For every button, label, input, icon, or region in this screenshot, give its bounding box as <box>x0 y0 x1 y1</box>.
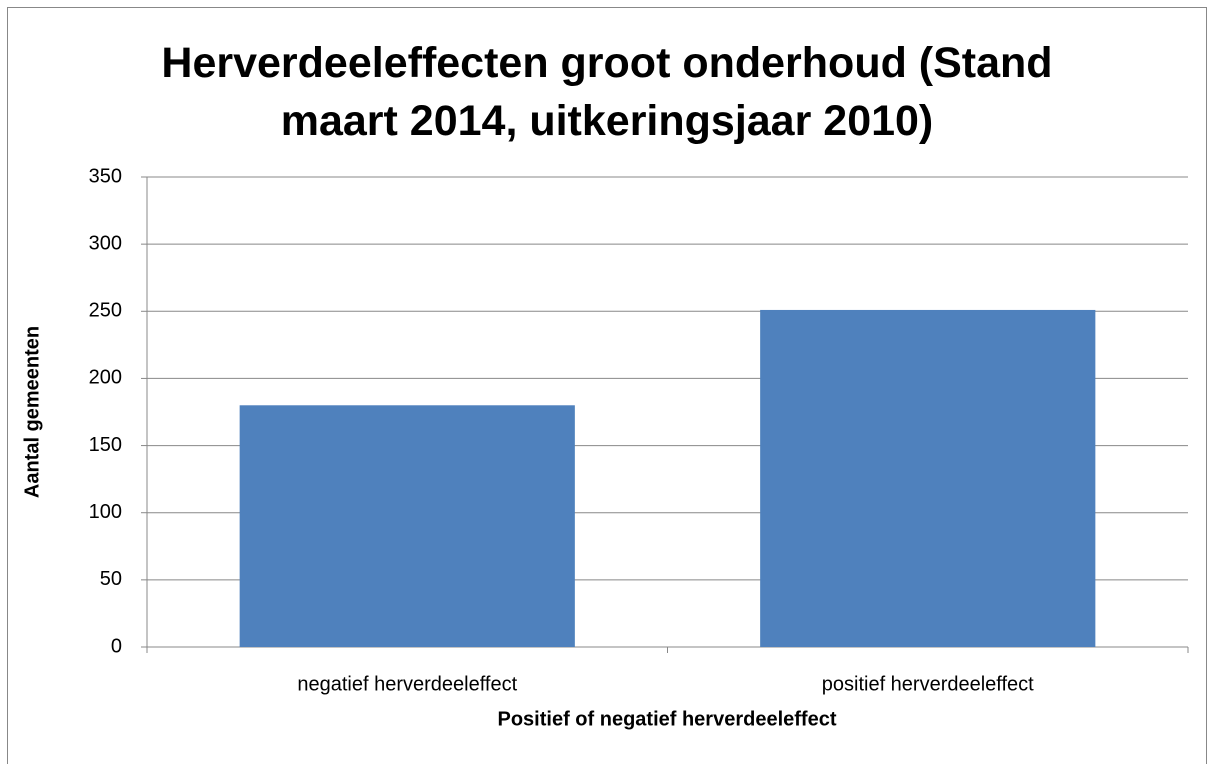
y-tick-label: 300 <box>89 232 122 254</box>
y-tick-label: 350 <box>89 165 122 187</box>
bar <box>239 405 575 647</box>
chart-frame <box>7 7 1207 764</box>
x-tick-label: negatief herverdeeleffect <box>297 673 517 695</box>
y-axis-title: Aantal gemeenten <box>21 326 43 498</box>
chart-title: Herverdeeleffecten groot onderhoud (Stan… <box>161 39 1053 145</box>
y-tick-label: 50 <box>100 568 122 590</box>
y-tick-label: 100 <box>89 501 122 523</box>
y-tick-label: 200 <box>89 367 122 389</box>
y-tick-label: 150 <box>89 434 122 456</box>
x-axis-title: Positief of negatief herverdeeleffect <box>498 708 837 730</box>
bar <box>760 309 1096 647</box>
y-tick-label: 0 <box>111 635 122 657</box>
x-tick-label: positief herverdeeleffect <box>822 673 1034 695</box>
y-tick-label: 250 <box>89 300 122 322</box>
